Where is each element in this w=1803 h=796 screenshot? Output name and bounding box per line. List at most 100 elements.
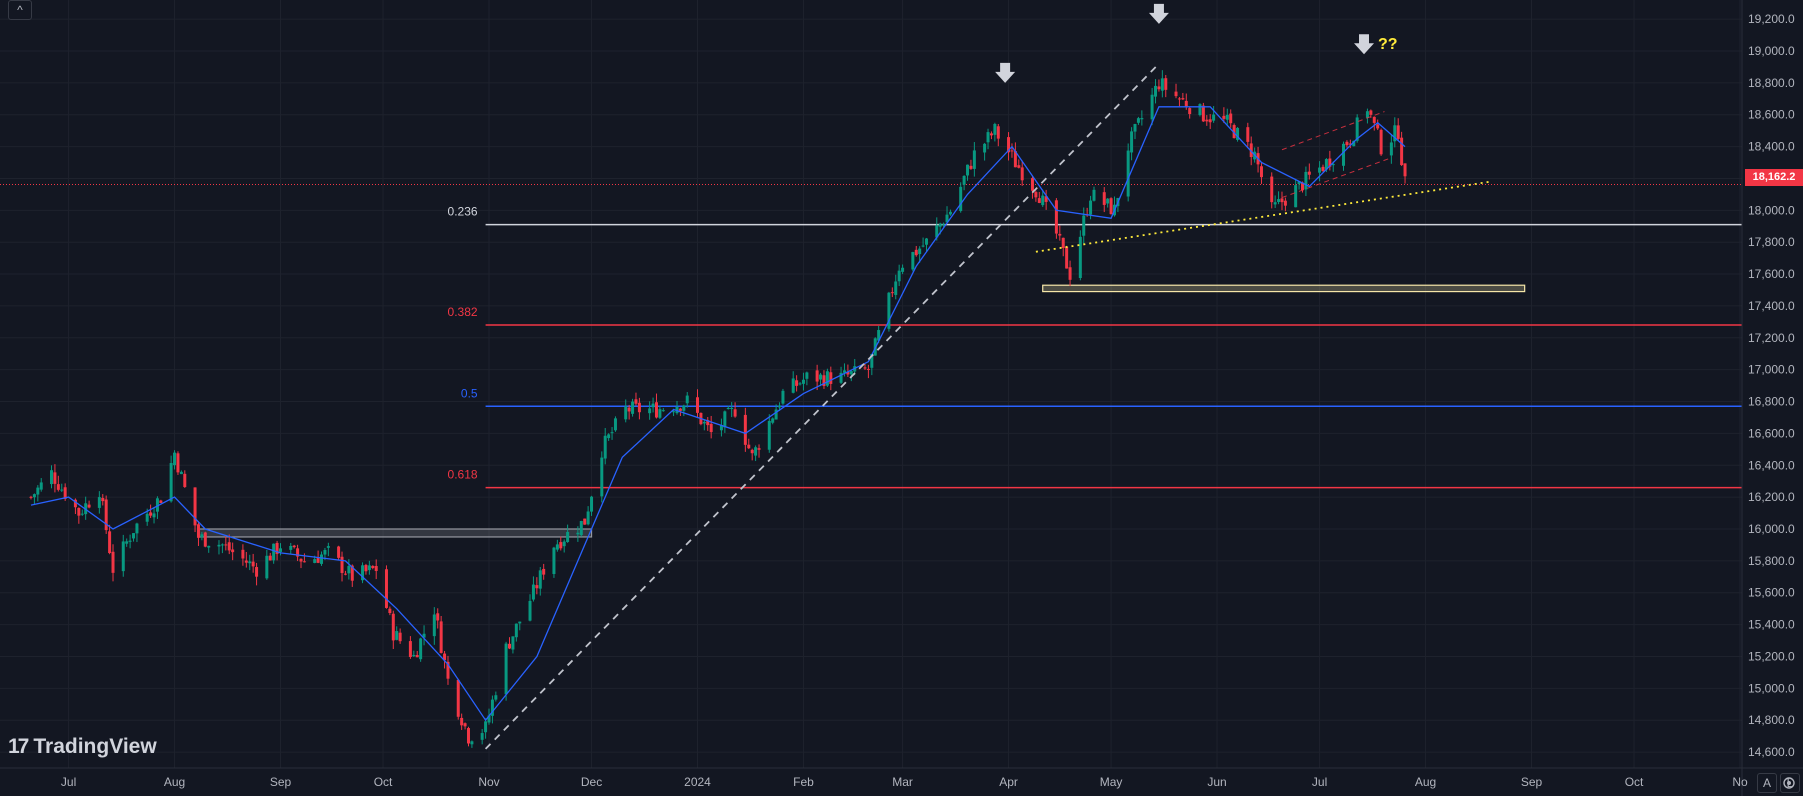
candle-body (432, 614, 436, 637)
candle-body (1307, 171, 1311, 175)
candle-body (894, 281, 898, 295)
x-tick-label: Dec (581, 775, 602, 789)
candle-body (918, 248, 922, 255)
candle-body (972, 150, 976, 169)
collapse-button[interactable]: ^ (8, 0, 32, 20)
candle-body (1150, 94, 1154, 120)
auto-scale-button[interactable]: A (1757, 773, 1777, 793)
candle-body (654, 402, 658, 418)
fib-level-label: 0.382 (448, 305, 478, 319)
candle-body (948, 211, 952, 215)
chevron-up-icon: ^ (17, 3, 23, 17)
candle-body (53, 472, 57, 484)
candle-body (1089, 200, 1093, 215)
x-tick-label: No (1732, 775, 1748, 789)
candle-body (542, 568, 546, 575)
candle-body (145, 513, 149, 522)
candle-body (1017, 165, 1021, 168)
candle-body (1188, 108, 1192, 115)
candle-body (518, 621, 522, 624)
candle-body (111, 551, 115, 573)
candle-body (706, 420, 710, 426)
y-tick-label: 16,000.0 (1748, 522, 1795, 536)
candle-body (484, 721, 488, 733)
candle-body (1376, 124, 1380, 129)
candle-body (56, 484, 60, 490)
candle-body (658, 409, 662, 418)
candle-body (962, 175, 966, 185)
candle-body (1369, 110, 1373, 115)
candle-body (1037, 198, 1041, 203)
y-tick-label: 15,600.0 (1748, 586, 1795, 600)
candle-body (613, 418, 617, 431)
candle-body (1174, 91, 1178, 97)
fib-level-label: 0.5 (461, 386, 478, 400)
candle-body (1041, 195, 1045, 206)
candle-body (890, 292, 894, 294)
candle-body (559, 542, 563, 549)
candle-body (224, 544, 228, 546)
candle-body (1065, 246, 1069, 269)
candle-body (583, 518, 587, 525)
candle-body (925, 238, 929, 245)
candle-body (1396, 125, 1400, 139)
candle-body (709, 423, 713, 433)
candle-body (159, 500, 163, 503)
x-tick-label: Aug (1415, 775, 1436, 789)
candle-body (1225, 114, 1229, 120)
candle-body (846, 371, 850, 375)
candle-body (415, 655, 419, 658)
candle-body (1157, 86, 1161, 90)
candle-body (343, 573, 347, 575)
candle-body (149, 512, 153, 516)
candle-body (1403, 163, 1407, 177)
candle-body (1273, 202, 1277, 205)
candle-body (320, 554, 324, 564)
candle-body (419, 638, 423, 660)
candle-body (504, 643, 508, 695)
candle-body (371, 565, 375, 569)
candle-body (132, 533, 136, 539)
candle-body (1270, 176, 1274, 203)
candle-body (743, 414, 747, 445)
candle-body (169, 463, 173, 502)
candle-body (152, 513, 156, 518)
candle-body (1249, 143, 1253, 158)
candle-body (446, 661, 450, 679)
candle-body (1232, 125, 1236, 139)
y-tick-label: 18,800.0 (1748, 76, 1795, 90)
candle-body (1259, 166, 1263, 178)
dotted-trendline (1035, 180, 1491, 253)
candle-body (207, 545, 211, 548)
candle-body (983, 143, 987, 153)
candle-body (361, 565, 365, 581)
candle-body (989, 133, 993, 136)
gear-icon[interactable] (1782, 776, 1796, 790)
candle-body (388, 608, 392, 614)
candle-body (121, 541, 125, 572)
candle-body (1034, 192, 1038, 198)
candle-body (248, 561, 252, 564)
candle-body (1393, 125, 1397, 142)
y-tick-label: 14,800.0 (1748, 713, 1795, 727)
y-tick-label: 19,200.0 (1748, 12, 1795, 26)
candle-body (842, 370, 846, 373)
candle-body (863, 367, 867, 369)
y-tick-label: 17,600.0 (1748, 267, 1795, 281)
question-annotation: ?? (1378, 36, 1398, 53)
candle-body (398, 632, 402, 642)
candle-body (562, 541, 566, 547)
candle-body (1389, 142, 1393, 156)
candlesticks (29, 70, 1407, 748)
candle-body (682, 405, 686, 411)
y-tick-label: 16,800.0 (1748, 395, 1795, 409)
candle-body (1030, 178, 1034, 191)
y-tick-label: 17,800.0 (1748, 235, 1795, 249)
candle-body (217, 544, 221, 547)
y-tick-label: 15,400.0 (1748, 618, 1795, 632)
candle-body (805, 372, 809, 379)
y-tick-label: 16,400.0 (1748, 458, 1795, 472)
candle-body (993, 123, 997, 135)
